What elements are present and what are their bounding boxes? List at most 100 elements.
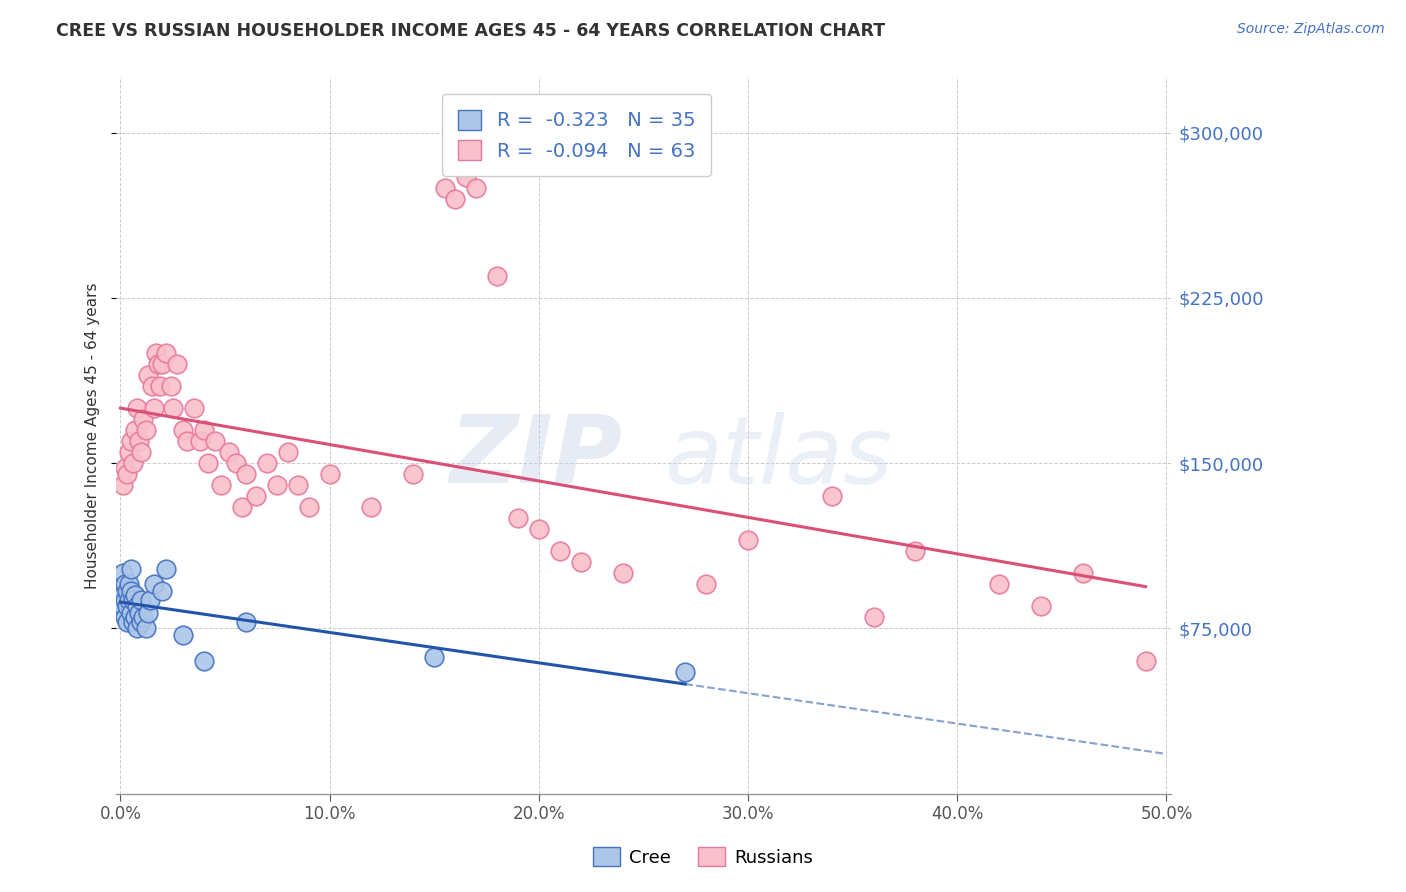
Point bbox=[120, 434, 142, 448]
Point bbox=[159, 379, 181, 393]
Point bbox=[124, 610, 146, 624]
Point bbox=[111, 588, 134, 602]
Point bbox=[256, 456, 278, 470]
Point bbox=[149, 379, 172, 393]
Point bbox=[673, 665, 696, 680]
Text: atlas: atlas bbox=[665, 411, 893, 502]
Point bbox=[166, 357, 188, 371]
Point bbox=[155, 346, 177, 360]
Point bbox=[120, 562, 142, 576]
Point bbox=[209, 478, 232, 492]
Point bbox=[695, 577, 717, 591]
Point bbox=[120, 606, 142, 620]
Point bbox=[423, 650, 446, 665]
Point bbox=[122, 592, 145, 607]
Point bbox=[118, 577, 141, 591]
Point bbox=[197, 456, 219, 470]
Point bbox=[136, 606, 159, 620]
Point bbox=[124, 588, 146, 602]
Point bbox=[114, 577, 136, 591]
Point bbox=[988, 577, 1011, 591]
Point bbox=[136, 368, 159, 382]
Point bbox=[162, 401, 184, 415]
Point bbox=[862, 610, 884, 624]
Point bbox=[118, 445, 141, 459]
Point bbox=[120, 583, 142, 598]
Point bbox=[128, 606, 150, 620]
Point bbox=[612, 566, 634, 581]
Point bbox=[115, 599, 138, 614]
Point bbox=[115, 583, 138, 598]
Point bbox=[433, 180, 456, 194]
Point bbox=[150, 357, 173, 371]
Point bbox=[402, 467, 425, 482]
Point bbox=[135, 621, 157, 635]
Point bbox=[1071, 566, 1094, 581]
Point bbox=[188, 434, 211, 448]
Point bbox=[131, 445, 153, 459]
Point bbox=[135, 423, 157, 437]
Point bbox=[122, 456, 145, 470]
Point bbox=[454, 169, 477, 184]
Legend: R =  -0.323   N = 35, R =  -0.094   N = 63: R = -0.323 N = 35, R = -0.094 N = 63 bbox=[443, 95, 711, 177]
Y-axis label: Householder Income Ages 45 - 64 years: Householder Income Ages 45 - 64 years bbox=[86, 282, 100, 589]
Point bbox=[122, 615, 145, 629]
Point bbox=[1135, 655, 1157, 669]
Legend: Cree, Russians: Cree, Russians bbox=[586, 840, 820, 874]
Point bbox=[548, 544, 571, 558]
Point bbox=[127, 599, 149, 614]
Point bbox=[111, 478, 134, 492]
Point bbox=[114, 592, 136, 607]
Point bbox=[176, 434, 198, 448]
Point bbox=[204, 434, 226, 448]
Point bbox=[114, 610, 136, 624]
Point bbox=[111, 599, 134, 614]
Text: Source: ZipAtlas.com: Source: ZipAtlas.com bbox=[1237, 22, 1385, 37]
Point bbox=[127, 401, 149, 415]
Point bbox=[231, 500, 253, 515]
Point bbox=[569, 555, 592, 569]
Point bbox=[115, 467, 138, 482]
Point bbox=[155, 562, 177, 576]
Text: CREE VS RUSSIAN HOUSEHOLDER INCOME AGES 45 - 64 YEARS CORRELATION CHART: CREE VS RUSSIAN HOUSEHOLDER INCOME AGES … bbox=[56, 22, 886, 40]
Point bbox=[183, 401, 205, 415]
Point bbox=[737, 533, 759, 548]
Point bbox=[131, 592, 153, 607]
Point bbox=[111, 566, 134, 581]
Point bbox=[145, 346, 167, 360]
Point bbox=[131, 615, 153, 629]
Text: ZIP: ZIP bbox=[450, 411, 623, 503]
Point bbox=[193, 423, 215, 437]
Point bbox=[142, 401, 165, 415]
Point bbox=[115, 615, 138, 629]
Point bbox=[141, 379, 163, 393]
Point bbox=[821, 489, 844, 503]
Point bbox=[127, 621, 149, 635]
Point bbox=[118, 592, 141, 607]
Point bbox=[287, 478, 309, 492]
Point bbox=[506, 511, 529, 525]
Point bbox=[124, 423, 146, 437]
Point bbox=[150, 583, 173, 598]
Point bbox=[132, 412, 155, 426]
Point bbox=[266, 478, 288, 492]
Point bbox=[218, 445, 240, 459]
Point bbox=[139, 592, 162, 607]
Point bbox=[318, 467, 340, 482]
Point bbox=[904, 544, 927, 558]
Point bbox=[465, 180, 488, 194]
Point bbox=[225, 456, 247, 470]
Point bbox=[128, 434, 150, 448]
Point bbox=[444, 192, 467, 206]
Point bbox=[235, 467, 257, 482]
Point bbox=[485, 268, 508, 283]
Point bbox=[235, 615, 257, 629]
Point bbox=[277, 445, 299, 459]
Point bbox=[114, 460, 136, 475]
Point bbox=[172, 423, 194, 437]
Point bbox=[193, 655, 215, 669]
Point bbox=[146, 357, 169, 371]
Point bbox=[1029, 599, 1052, 614]
Point bbox=[172, 628, 194, 642]
Point bbox=[142, 577, 165, 591]
